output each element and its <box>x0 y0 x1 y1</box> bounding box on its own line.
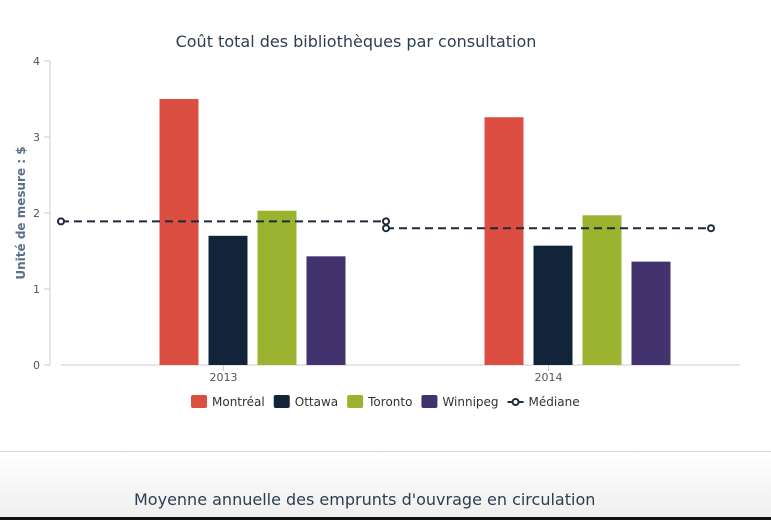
bar-ottawa-2014[interactable] <box>533 245 573 365</box>
median-marker[interactable] <box>707 224 715 233</box>
legend-item-toronto[interactable]: Toronto <box>347 395 412 409</box>
bar-montréal-2014[interactable] <box>484 117 524 366</box>
y-axis-label: Unité de mesure : $ <box>14 146 28 279</box>
next-chart-section: Moyenne annuelle des emprunts d'ouvrage … <box>0 452 771 518</box>
legend-swatch <box>347 395 364 408</box>
legend-label: Winnipeg <box>442 395 498 409</box>
y-tick-label: 1 <box>33 283 40 296</box>
chart-title: Coût total des bibliothèques par consult… <box>176 32 537 51</box>
bar-montréal-2013[interactable] <box>159 99 199 365</box>
median-marker[interactable] <box>382 217 390 226</box>
window-bottom-edge <box>0 517 771 520</box>
legend-item-médiane[interactable]: Médiane <box>507 395 580 409</box>
y-tick-label: 0 <box>33 359 40 372</box>
x-tick-label: 2013 <box>210 371 238 384</box>
legend-label: Médiane <box>529 395 580 409</box>
legend-label: Ottawa <box>295 395 338 409</box>
bar-winnipeg-2013[interactable] <box>306 256 346 365</box>
bar-toronto-2014[interactable] <box>582 215 622 365</box>
bar-winnipeg-2014[interactable] <box>631 261 671 365</box>
next-chart-title: Moyenne annuelle des emprunts d'ouvrage … <box>134 490 596 509</box>
legend-swatch <box>191 395 207 408</box>
legend-marker <box>511 398 520 406</box>
y-tick-label: 3 <box>33 131 40 144</box>
bar-chart: Coût total des bibliothèques par consult… <box>14 32 740 409</box>
median-marker[interactable] <box>382 224 390 233</box>
legend-swatch <box>273 395 290 408</box>
y-tick-label: 2 <box>33 207 40 220</box>
legend-item-ottawa[interactable]: Ottawa <box>273 395 338 409</box>
median-marker[interactable] <box>57 217 65 226</box>
bar-ottawa-2013[interactable] <box>208 235 248 365</box>
legend-label: Toronto <box>367 395 412 409</box>
x-tick-label: 2014 <box>535 371 563 384</box>
section-divider <box>0 451 771 452</box>
legend-label: Montréal <box>212 395 265 409</box>
legend-item-winnipeg[interactable]: Winnipeg <box>421 395 499 409</box>
y-tick-label: 4 <box>33 55 40 68</box>
legend-swatch <box>421 395 438 408</box>
bar-toronto-2013[interactable] <box>257 210 297 365</box>
legend-item-montréal[interactable]: Montréal <box>191 395 265 409</box>
